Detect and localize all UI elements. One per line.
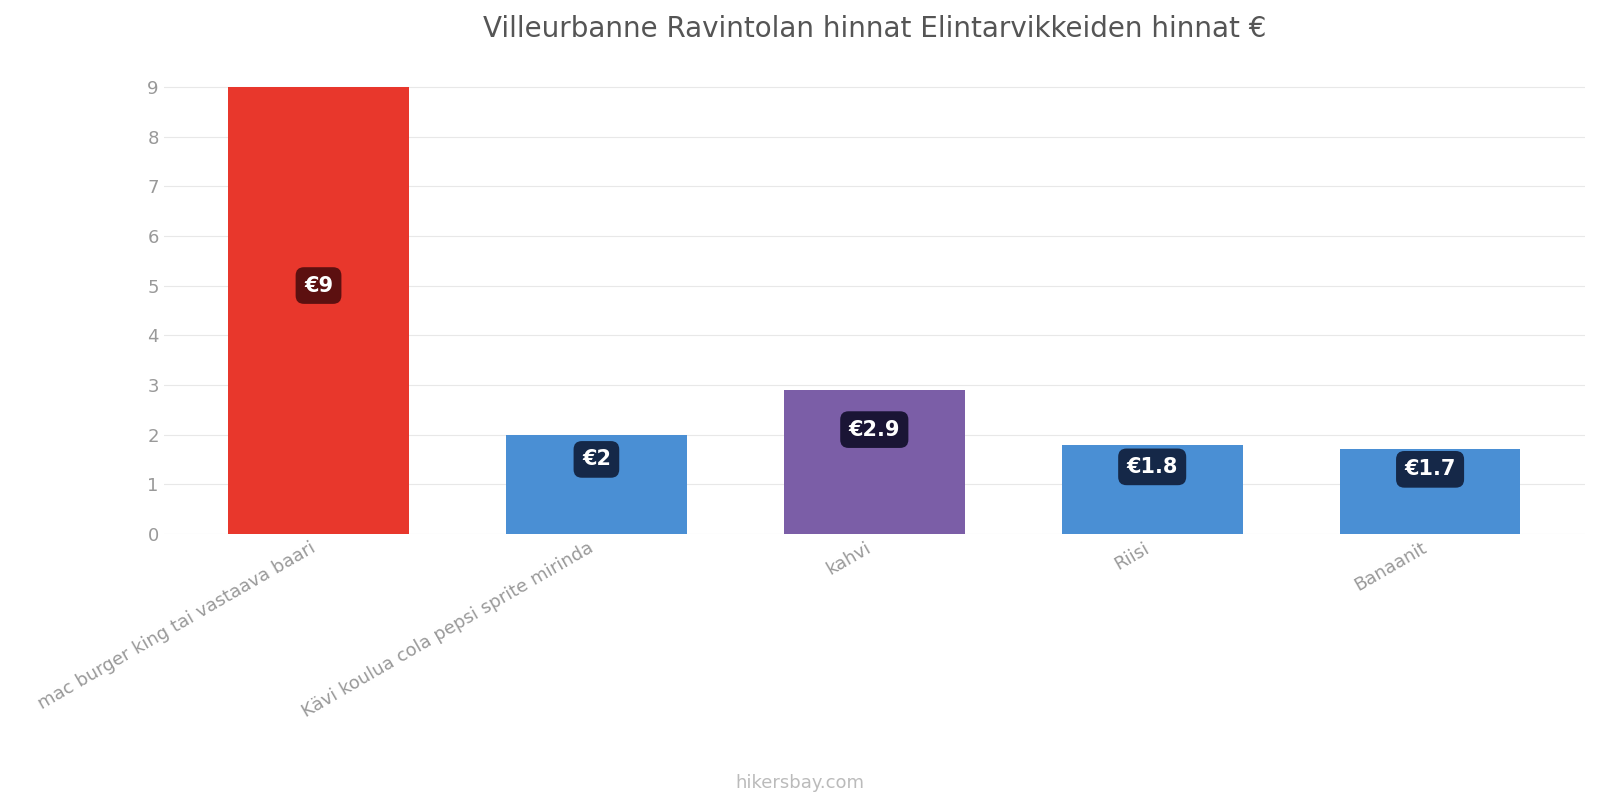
Text: hikersbay.com: hikersbay.com <box>736 774 864 792</box>
Title: Villeurbanne Ravintolan hinnat Elintarvikkeiden hinnat €: Villeurbanne Ravintolan hinnat Elintarvi… <box>483 15 1266 43</box>
Text: €9: €9 <box>304 275 333 295</box>
Bar <box>506 434 686 534</box>
Bar <box>229 87 410 534</box>
Bar <box>1339 450 1520 534</box>
Bar <box>784 390 965 534</box>
Text: €1.8: €1.8 <box>1126 457 1178 477</box>
Text: €2: €2 <box>582 450 611 470</box>
Text: €1.7: €1.7 <box>1405 459 1456 479</box>
Bar <box>1062 445 1243 534</box>
Text: €2.9: €2.9 <box>848 420 901 440</box>
